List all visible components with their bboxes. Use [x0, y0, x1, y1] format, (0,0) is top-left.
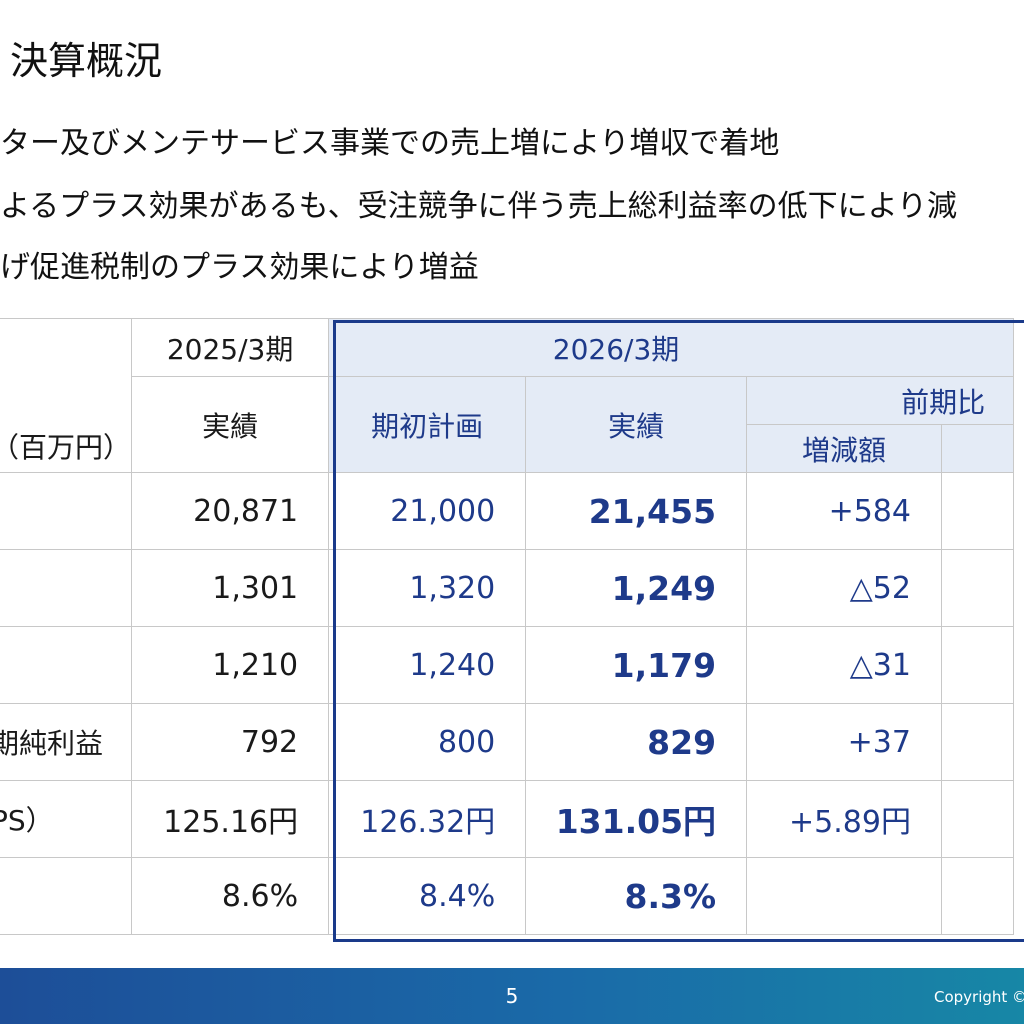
page-title: 決算概況	[10, 39, 163, 83]
row-label	[0, 549, 133, 627]
change-cell: +37	[746, 703, 942, 781]
prev-actual-cell: 125.16円	[131, 780, 330, 858]
prev-actual-cell: 8.6%	[131, 857, 330, 935]
change-cell: +5.89円	[746, 780, 942, 858]
row-label	[0, 472, 133, 550]
rate-cell	[940, 703, 1015, 781]
table-row: 8.6% 8.4% 8.3%	[0, 857, 1015, 935]
plan-header: 期初計画	[328, 376, 527, 473]
change-header: 増減額	[746, 424, 942, 473]
unit-label: （百万円）	[0, 318, 133, 473]
table-row: 20,871 21,000 21,455 +584	[0, 472, 1015, 550]
summary-bullet: げ促進税制のプラス効果により増益	[0, 250, 479, 285]
change-cell: △52	[746, 549, 942, 627]
plan-cell: 1,240	[328, 626, 527, 704]
rate-cell	[940, 549, 1015, 627]
plan-cell: 21,000	[328, 472, 527, 550]
change-cell: △31	[746, 626, 942, 704]
footer-bar: 5 Copyright ©	[0, 968, 1024, 1024]
actual-cell: 21,455	[525, 472, 748, 550]
actual-cell: 131.05円	[525, 780, 748, 858]
plan-cell: 800	[328, 703, 527, 781]
rate-cell	[940, 472, 1015, 550]
table-row: 1,210 1,240 1,179 △31	[0, 626, 1015, 704]
summary-bullet: ター及びメンテサービス事業での売上増により増収で着地	[0, 126, 780, 161]
actual-cell: 829	[525, 703, 748, 781]
actual-header: 実績	[525, 376, 748, 473]
rate-header	[940, 424, 1015, 473]
plan-cell: 8.4%	[328, 857, 527, 935]
table-row: 1,301 1,320 1,249 △52	[0, 549, 1015, 627]
row-label	[0, 626, 133, 704]
rate-cell	[940, 626, 1015, 704]
rate-cell	[940, 780, 1015, 858]
actual-cell: 1,249	[525, 549, 748, 627]
prev-actual-header: 実績	[131, 376, 330, 473]
summary-bullet: よるプラス効果があるも、受注競争に伴う売上総利益率の低下により減	[0, 189, 957, 224]
period-prev-header: 2025/3期	[131, 318, 330, 377]
page-number: 5	[505, 984, 519, 1008]
period-curr-header: 2026/3期	[328, 318, 1014, 377]
prev-actual-cell: 1,210	[131, 626, 330, 704]
prev-actual-cell: 1,301	[131, 549, 330, 627]
prev-actual-cell: 20,871	[131, 472, 330, 550]
actual-cell: 1,179	[525, 626, 748, 704]
table-row: 期純利益 792 800 829 +37	[0, 703, 1015, 781]
rate-cell	[940, 857, 1015, 935]
copyright-text: Copyright ©	[934, 988, 1024, 1006]
prev-actual-cell: 792	[131, 703, 330, 781]
change-cell	[746, 857, 942, 935]
plan-cell: 126.32円	[328, 780, 527, 858]
row-label	[0, 857, 133, 935]
change-cell: +584	[746, 472, 942, 550]
plan-cell: 1,320	[328, 549, 527, 627]
row-label: PS）	[0, 780, 133, 858]
financial-results-table: （百万円） 2025/3期 2026/3期 実績 期初計画 実績 前期比 増減額…	[0, 318, 1015, 935]
table-row: PS） 125.16円 126.32円 131.05円 +5.89円	[0, 780, 1015, 858]
yoy-header: 前期比	[746, 376, 1014, 425]
actual-cell: 8.3%	[525, 857, 748, 935]
row-label: 期純利益	[0, 703, 133, 781]
